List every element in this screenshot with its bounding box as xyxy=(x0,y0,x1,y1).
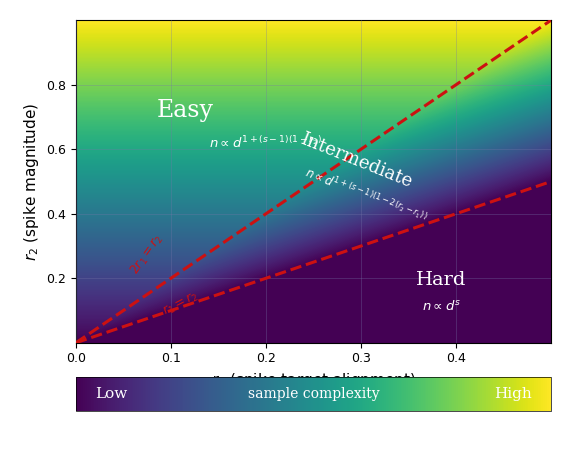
Y-axis label: $r_2$ (spike magnitude): $r_2$ (spike magnitude) xyxy=(21,103,40,261)
Text: $n \propto d^s$: $n \propto d^s$ xyxy=(422,299,461,313)
Text: High: High xyxy=(494,387,532,401)
Text: $n \propto d^{1+(s-1)(1-r_2)}$: $n \propto d^{1+(s-1)(1-r_2)}$ xyxy=(209,135,322,151)
Text: Hard: Hard xyxy=(416,271,466,289)
Text: $n \propto d^{1+(s-1)(1-2(r_2-r_1))}$: $n \propto d^{1+(s-1)(1-2(r_2-r_1))}$ xyxy=(302,164,429,228)
Text: $2r_1 = r_2$: $2r_1 = r_2$ xyxy=(128,232,166,278)
Text: sample complexity: sample complexity xyxy=(247,387,379,401)
Text: Low: Low xyxy=(95,387,127,401)
Text: Intermediate: Intermediate xyxy=(297,130,415,191)
Text: Easy: Easy xyxy=(157,99,214,122)
Text: $r_1 = r_2$: $r_1 = r_2$ xyxy=(160,289,201,319)
X-axis label: $r_1$ (spike-target alignment): $r_1$ (spike-target alignment) xyxy=(211,371,416,390)
